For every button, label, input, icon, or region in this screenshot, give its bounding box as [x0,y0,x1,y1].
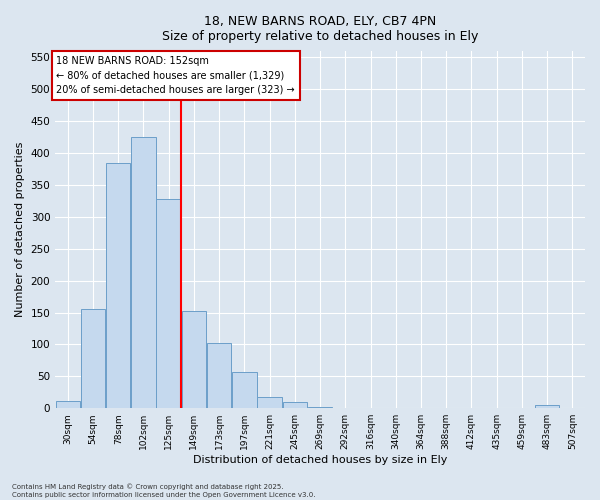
Bar [106,162,130,408]
Bar [207,343,232,408]
Text: Contains HM Land Registry data © Crown copyright and database right 2025.
Contai: Contains HM Land Registry data © Crown c… [12,484,316,498]
X-axis label: Distribution of detached houses by size in Ely: Distribution of detached houses by size … [193,455,447,465]
Bar [182,312,206,408]
Bar [308,407,332,408]
Bar [56,400,80,408]
Text: 18 NEW BARNS ROAD: 152sqm
← 80% of detached houses are smaller (1,329)
20% of se: 18 NEW BARNS ROAD: 152sqm ← 80% of detac… [56,56,295,95]
Bar [257,396,282,408]
Title: 18, NEW BARNS ROAD, ELY, CB7 4PN
Size of property relative to detached houses in: 18, NEW BARNS ROAD, ELY, CB7 4PN Size of… [162,15,478,43]
Y-axis label: Number of detached properties: Number of detached properties [15,142,25,318]
Bar [81,310,105,408]
Bar [283,402,307,408]
Bar [535,405,559,408]
Bar [131,137,156,408]
Bar [232,372,257,408]
Bar [157,199,181,408]
